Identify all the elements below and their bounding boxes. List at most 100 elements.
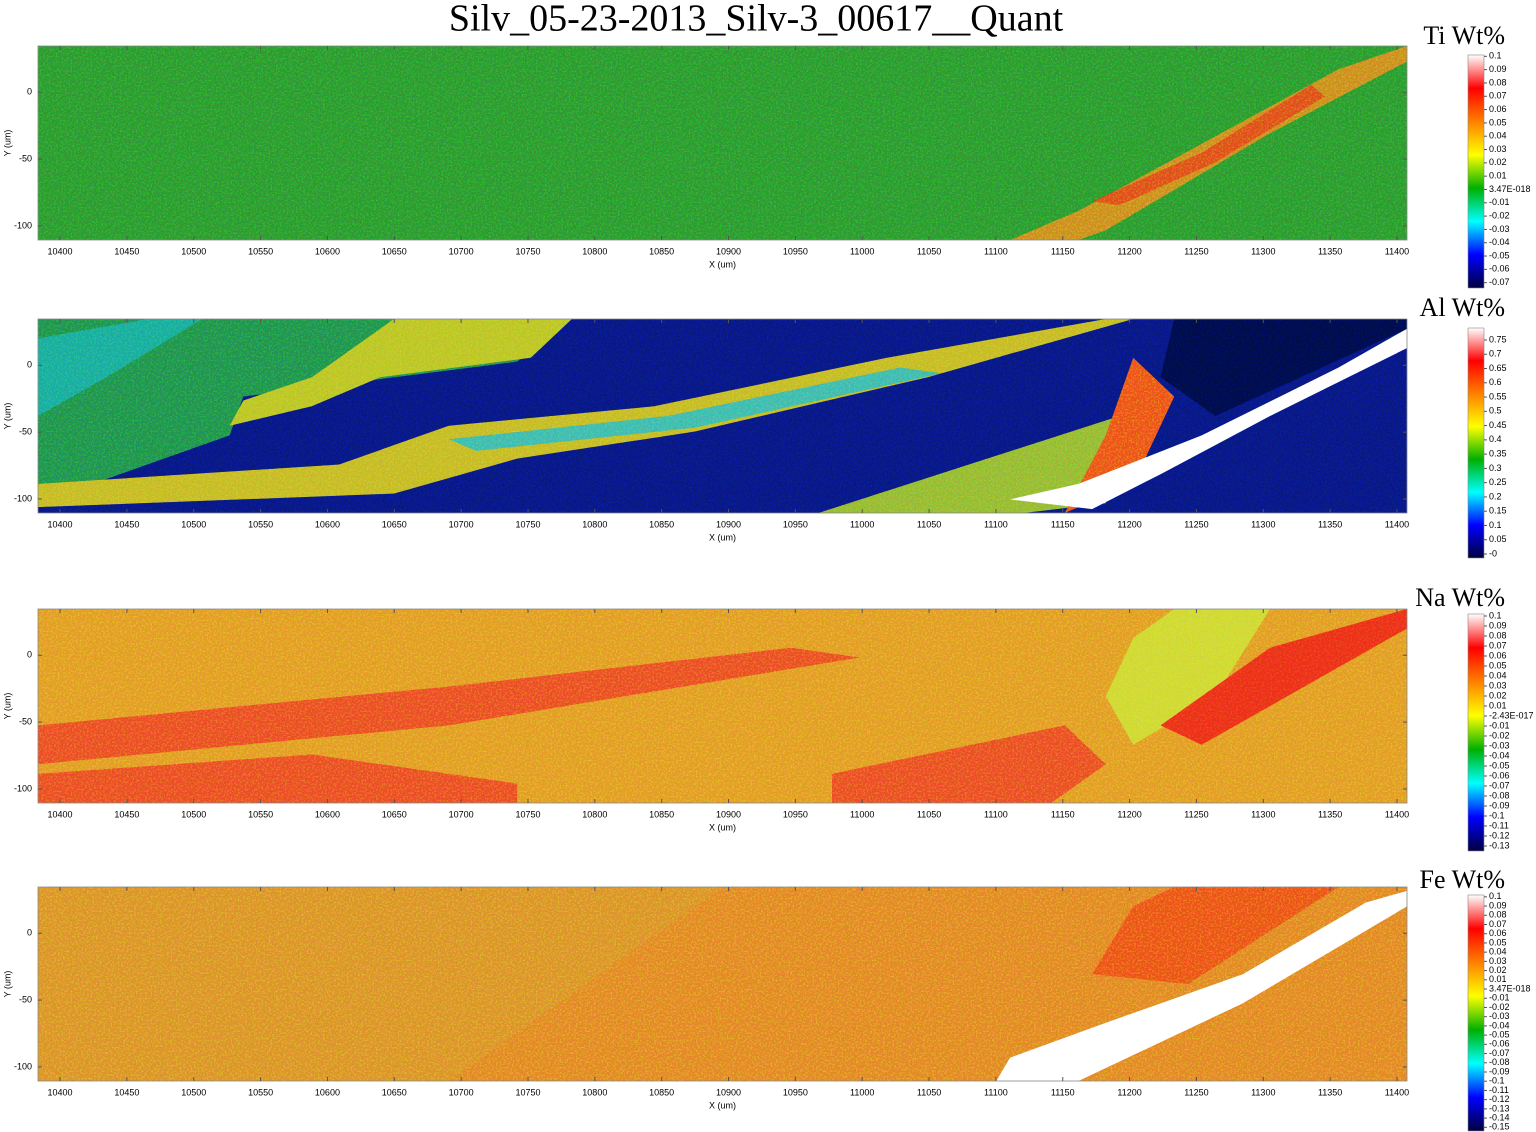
x-tick-label: 11100 [984, 246, 1008, 256]
colorbar-tick-label: 3.47E-018 [1489, 983, 1531, 993]
x-tick-label: 10900 [716, 809, 741, 819]
y-tick-label: 0 [27, 87, 32, 97]
x-tick-label: 10750 [515, 1087, 540, 1097]
x-tick-label: 11400 [1385, 809, 1409, 819]
colorbar-tick-label: 0.02 [1489, 157, 1507, 167]
x-tick-label: 11050 [917, 519, 941, 529]
colorbar-tick-label: 0.6 [1489, 377, 1502, 387]
x-axis-label: X (um) [709, 1100, 736, 1110]
colorbar-tick-label: 0.1 [1489, 891, 1502, 901]
colorbar-tick-label: -0.07 [1489, 780, 1510, 790]
x-tick-label: 11350 [1318, 246, 1342, 256]
colorbar-tick-label: 0.09 [1489, 64, 1507, 74]
x-tick-label: 11250 [1184, 246, 1208, 256]
x-tick-label: 11150 [1051, 246, 1075, 256]
x-tick-label: 11200 [1117, 1087, 1141, 1097]
colorbar-tick-label: -0.05 [1489, 250, 1510, 260]
x-tick-label: 10600 [315, 519, 340, 529]
colorbar-tick-label: 0.35 [1489, 449, 1507, 459]
x-tick-label: 10450 [114, 519, 139, 529]
colorbar-tick-label: -0.12 [1489, 1094, 1510, 1104]
colorbar-tick-label: -0 [1489, 548, 1497, 558]
x-tick-label: 11050 [917, 246, 941, 256]
colorbar-tick-label: 0.04 [1489, 947, 1507, 957]
colorbar-tick-label: 0.25 [1489, 477, 1507, 487]
x-tick-label: 10800 [582, 519, 607, 529]
colorbar-tick-label: -0.04 [1489, 750, 1510, 760]
x-tick-label: 10600 [315, 246, 340, 256]
x-tick-label: 11100 [984, 809, 1008, 819]
x-tick-label: 10750 [515, 246, 540, 256]
x-tick-label: 10950 [783, 519, 808, 529]
colorbar-tick-label: 0.01 [1489, 700, 1507, 710]
x-tick-label: 11300 [1251, 1087, 1275, 1097]
x-tick-label: 11100 [984, 1087, 1008, 1097]
figure-title: Silv_05-23-2013_Silv-3_00617__Quant [449, 0, 1064, 40]
y-tick-label: -50 [19, 994, 32, 1004]
y-tick-label: -50 [19, 716, 32, 726]
x-tick-label: 10850 [649, 809, 674, 819]
colorbar-tick-label: -0.09 [1489, 800, 1510, 810]
colorbar-tick-label: -0.15 [1489, 1122, 1510, 1132]
x-tick-label: 10800 [582, 246, 607, 256]
y-tick-label: -100 [14, 220, 32, 230]
x-tick-label: 11400 [1385, 1087, 1409, 1097]
colorbar-tick-label: 0.2 [1489, 491, 1502, 501]
x-tick-label: 10550 [248, 246, 273, 256]
y-tick-label: -100 [14, 493, 32, 503]
x-tick-label: 10450 [114, 1087, 139, 1097]
x-tick-label: 11400 [1385, 246, 1409, 256]
x-tick-label: 10950 [783, 809, 808, 819]
colorbar-tick-label: -0.06 [1489, 770, 1510, 780]
colorbar-tick-label: 0.15 [1489, 506, 1507, 516]
x-tick-label: 10950 [783, 246, 808, 256]
colorbar-tick-label: -0.03 [1489, 740, 1510, 750]
x-tick-label: 11150 [1051, 809, 1075, 819]
colorbar-tick-label: 0.08 [1489, 77, 1507, 87]
colorbar [1467, 894, 1485, 1132]
y-tick-label: -100 [14, 1061, 32, 1071]
map-noise [38, 887, 1407, 1081]
colorbar-tick-label: 0.06 [1489, 928, 1507, 938]
x-tick-label: 10400 [48, 519, 73, 529]
x-tick-label: 10400 [48, 1087, 73, 1097]
colorbar-tick-label: 0.03 [1489, 956, 1507, 966]
colorbar-tick-label: -0.04 [1489, 237, 1510, 247]
x-tick-label: 10900 [716, 246, 741, 256]
y-tick-label: -50 [19, 153, 32, 163]
x-tick-label: 11200 [1117, 246, 1141, 256]
x-tick-label: 10700 [449, 246, 474, 256]
x-tick-label: 10900 [716, 1087, 741, 1097]
x-tick-label: 10500 [181, 809, 206, 819]
x-tick-label: 10750 [515, 519, 540, 529]
x-tick-label: 10850 [649, 246, 674, 256]
colorbar-tick-label: 0.03 [1489, 144, 1507, 154]
x-tick-label: 10800 [582, 1087, 607, 1097]
x-axis-label: X (um) [709, 532, 736, 542]
x-tick-label: 11150 [1051, 519, 1075, 529]
x-tick-label: 11300 [1251, 519, 1275, 529]
colorbar-tick-label: 3.47E-018 [1489, 184, 1531, 194]
x-tick-label: 10500 [181, 1087, 206, 1097]
colorbar-title: Na Wt% [1415, 583, 1505, 612]
x-tick-label: 11200 [1117, 519, 1141, 529]
colorbar-tick-label: 0.3 [1489, 463, 1502, 473]
x-tick-label: 10900 [716, 519, 741, 529]
y-tick-label: 0 [27, 928, 32, 938]
colorbar-title: Fe Wt% [1420, 865, 1505, 894]
x-tick-label: 11250 [1184, 519, 1208, 529]
colorbar-tick-label: 0.01 [1489, 974, 1507, 984]
y-tick-label: -50 [19, 426, 32, 436]
x-axis-label: X (um) [709, 259, 736, 269]
x-tick-label: 10600 [315, 1087, 340, 1097]
colorbar-tick-label: 0.02 [1489, 965, 1507, 975]
plot-frame [37, 318, 1408, 514]
colorbar-tick-label: -0.07 [1489, 1048, 1510, 1058]
x-tick-label: 10500 [181, 246, 206, 256]
colorbar-tick-label: 0.5 [1489, 406, 1502, 416]
y-tick-label: 0 [27, 360, 32, 370]
colorbar-tick-label: 0.04 [1489, 670, 1507, 680]
colorbar [1467, 327, 1485, 559]
y-axis-label: Y (um) [2, 130, 12, 157]
x-tick-label: 10750 [515, 809, 540, 819]
